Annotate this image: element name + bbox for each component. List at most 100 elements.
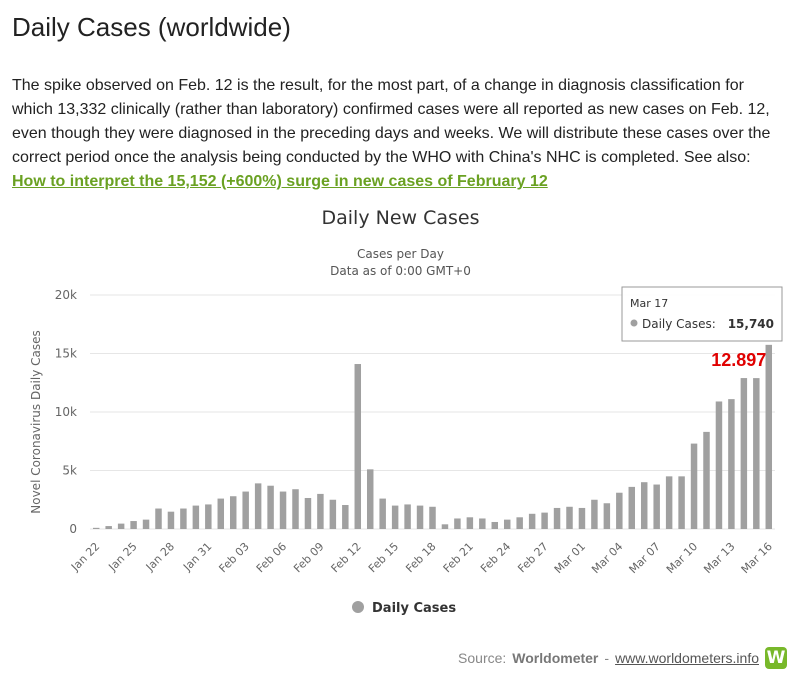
tooltip-value: 15,740 bbox=[728, 317, 774, 331]
bar-daily-cases[interactable] bbox=[167, 511, 175, 529]
bar-daily-cases[interactable] bbox=[279, 491, 287, 529]
x-tick-label: Mar 04 bbox=[589, 540, 625, 576]
bar-daily-cases[interactable] bbox=[541, 512, 548, 529]
bar-daily-cases[interactable] bbox=[254, 483, 262, 529]
x-tick-label: Jan 28 bbox=[143, 540, 177, 574]
x-tick-label: Feb 06 bbox=[254, 540, 289, 575]
y-tick-label: 0 bbox=[69, 522, 77, 536]
bar-daily-cases[interactable] bbox=[117, 523, 125, 529]
x-tick-label: Feb 09 bbox=[291, 540, 326, 575]
x-tick-label: Mar 13 bbox=[701, 540, 737, 576]
bar-daily-cases[interactable] bbox=[354, 364, 362, 529]
bar-daily-cases[interactable] bbox=[665, 476, 673, 529]
x-tick-label: Jan 31 bbox=[180, 540, 214, 574]
bar-daily-cases[interactable] bbox=[479, 518, 486, 529]
x-tick-label: Feb 15 bbox=[366, 540, 401, 575]
legend-label[interactable]: Daily Cases bbox=[372, 601, 456, 616]
bar-daily-cases[interactable] bbox=[130, 521, 137, 529]
bar-daily-cases[interactable] bbox=[740, 378, 748, 529]
bar-daily-cases[interactable] bbox=[628, 486, 636, 529]
source-separator: - bbox=[604, 650, 610, 666]
y-tick-label: 15k bbox=[55, 347, 77, 361]
bar-daily-cases[interactable] bbox=[366, 469, 374, 529]
bar-daily-cases[interactable] bbox=[678, 476, 685, 529]
bar-daily-cases[interactable] bbox=[765, 344, 773, 529]
bar-daily-cases[interactable] bbox=[429, 506, 436, 529]
annotation-label: 12.897 bbox=[711, 350, 766, 370]
note-text: The spike observed on Feb. 12 is the res… bbox=[12, 77, 771, 166]
bar-daily-cases[interactable] bbox=[292, 489, 299, 529]
chart-subtitle-1: Cases per Day bbox=[357, 247, 444, 261]
chart-subtitle-2: Data as of 0:00 GMT+0 bbox=[330, 264, 471, 278]
bar-daily-cases[interactable] bbox=[317, 493, 324, 529]
bar-daily-cases[interactable] bbox=[690, 443, 698, 529]
x-tick-label: Feb 18 bbox=[403, 540, 438, 575]
x-tick-label: Mar 10 bbox=[664, 540, 700, 576]
bar-daily-cases[interactable] bbox=[566, 506, 573, 529]
bar-daily-cases[interactable] bbox=[616, 492, 623, 529]
bar-daily-cases[interactable] bbox=[715, 401, 723, 529]
bar-daily-cases[interactable] bbox=[441, 524, 449, 529]
legend-marker-icon[interactable] bbox=[352, 601, 364, 613]
bar-daily-cases[interactable] bbox=[155, 508, 162, 529]
source-url-link[interactable]: www.worldometers.info bbox=[615, 650, 759, 666]
bar-daily-cases[interactable] bbox=[640, 482, 648, 529]
x-tick-label: Feb 24 bbox=[478, 540, 513, 575]
bar-daily-cases[interactable] bbox=[242, 491, 249, 529]
bar-daily-cases[interactable] bbox=[92, 527, 100, 529]
y-tick-label: 10k bbox=[55, 405, 77, 419]
y-tick-label: 20k bbox=[55, 288, 77, 302]
bar-daily-cases[interactable] bbox=[329, 499, 337, 529]
x-tick-label: Mar 07 bbox=[627, 540, 663, 576]
classification-note: The spike observed on Feb. 12 is the res… bbox=[12, 74, 782, 194]
bar-daily-cases[interactable] bbox=[180, 508, 187, 529]
bar-daily-cases[interactable] bbox=[342, 505, 349, 529]
tooltip-series-label: Daily Cases: bbox=[642, 317, 716, 331]
bar-daily-cases[interactable] bbox=[404, 504, 411, 529]
bar-daily-cases[interactable] bbox=[578, 507, 586, 529]
worldometer-logo-icon[interactable]: W bbox=[765, 647, 787, 669]
x-tick-label: Feb 03 bbox=[216, 540, 251, 575]
interpret-surge-link[interactable]: How to interpret the 15,152 (+600%) surg… bbox=[12, 173, 548, 190]
bar-daily-cases[interactable] bbox=[142, 519, 150, 529]
tooltip-date: Mar 17 bbox=[630, 297, 668, 310]
bar-daily-cases[interactable] bbox=[217, 498, 225, 529]
bar-daily-cases[interactable] bbox=[703, 431, 710, 529]
bar-daily-cases[interactable] bbox=[591, 499, 598, 529]
y-tick-label: 5k bbox=[62, 464, 77, 478]
x-tick-label: Feb 21 bbox=[441, 540, 476, 575]
bar-daily-cases[interactable] bbox=[466, 517, 474, 529]
bar-daily-cases[interactable] bbox=[753, 378, 760, 529]
x-tick-label: Mar 01 bbox=[552, 540, 588, 576]
tooltip-box bbox=[621, 286, 783, 342]
bar-daily-cases[interactable] bbox=[105, 526, 112, 529]
bar-daily-cases[interactable] bbox=[416, 505, 424, 529]
bar-daily-cases[interactable] bbox=[229, 496, 237, 529]
bar-daily-cases[interactable] bbox=[205, 504, 212, 529]
bar-daily-cases[interactable] bbox=[603, 503, 611, 529]
x-tick-label: Mar 16 bbox=[739, 540, 775, 576]
bar-daily-cases[interactable] bbox=[503, 519, 511, 529]
see-also-label: See also: bbox=[683, 149, 751, 166]
bar-daily-cases[interactable] bbox=[553, 507, 561, 529]
x-tick-label: Feb 27 bbox=[515, 540, 550, 575]
bar-daily-cases[interactable] bbox=[391, 505, 399, 529]
bar-daily-cases[interactable] bbox=[454, 518, 461, 529]
bar-daily-cases[interactable] bbox=[528, 513, 536, 529]
tooltip-series-marker-icon bbox=[630, 319, 638, 327]
x-tick-label: Jan 25 bbox=[105, 540, 139, 574]
daily-cases-chart: 0 5k 10k 15k 20k Novel Coronavirus Daily Case… bbox=[29, 286, 783, 616]
bar-daily-cases[interactable] bbox=[491, 521, 499, 529]
bar-daily-cases[interactable] bbox=[192, 505, 200, 529]
bar-daily-cases[interactable] bbox=[304, 497, 312, 529]
bar-daily-cases[interactable] bbox=[653, 484, 660, 529]
bar-daily-cases[interactable] bbox=[379, 498, 386, 529]
x-tick-label: Feb 12 bbox=[329, 540, 364, 575]
source-credit: Source: Worldometer - www.worldometers.i… bbox=[458, 647, 787, 669]
bar-daily-cases[interactable] bbox=[267, 485, 274, 529]
bar-daily-cases[interactable] bbox=[516, 517, 523, 529]
y-axis-label: Novel Coronavirus Daily Cases bbox=[29, 330, 43, 513]
source-name: Worldometer bbox=[512, 650, 599, 666]
chart-title: Daily New Cases bbox=[321, 207, 480, 229]
bar-daily-cases[interactable] bbox=[728, 399, 735, 529]
